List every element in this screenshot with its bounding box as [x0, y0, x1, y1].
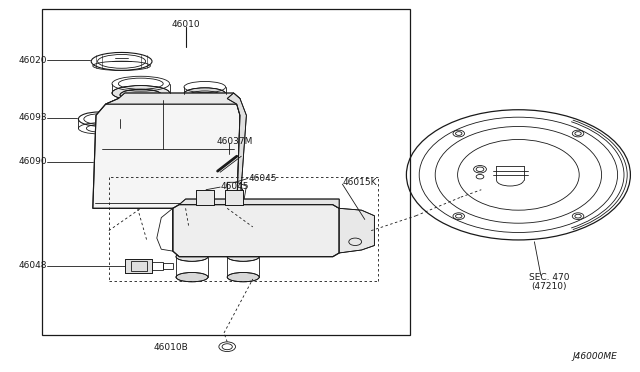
- Polygon shape: [225, 190, 243, 205]
- Text: 46010: 46010: [172, 20, 200, 29]
- Text: (47210): (47210): [531, 282, 567, 291]
- Polygon shape: [227, 93, 246, 208]
- Ellipse shape: [225, 187, 243, 193]
- Ellipse shape: [227, 272, 259, 282]
- Text: SEC. 470: SEC. 470: [529, 273, 570, 282]
- Ellipse shape: [176, 252, 208, 262]
- Text: 46037M: 46037M: [216, 137, 253, 146]
- Polygon shape: [339, 208, 374, 253]
- Polygon shape: [125, 259, 152, 273]
- Polygon shape: [173, 205, 339, 257]
- Text: 46015K: 46015K: [342, 178, 377, 187]
- Ellipse shape: [176, 272, 208, 282]
- Ellipse shape: [184, 88, 226, 100]
- Polygon shape: [93, 99, 240, 208]
- Ellipse shape: [112, 86, 170, 100]
- Text: J46000ME: J46000ME: [573, 352, 618, 361]
- Ellipse shape: [120, 89, 162, 100]
- Ellipse shape: [227, 252, 259, 262]
- Text: 46048: 46048: [18, 262, 47, 270]
- Polygon shape: [196, 190, 214, 205]
- Polygon shape: [106, 93, 240, 104]
- Text: 46010B: 46010B: [154, 343, 189, 352]
- Ellipse shape: [353, 219, 370, 242]
- Ellipse shape: [196, 187, 214, 193]
- Text: 46020: 46020: [18, 56, 47, 65]
- Text: 46045: 46045: [248, 174, 277, 183]
- Text: 46093: 46093: [18, 113, 47, 122]
- Text: 46045: 46045: [221, 182, 250, 190]
- Text: 46090: 46090: [18, 157, 47, 166]
- Polygon shape: [179, 199, 339, 208]
